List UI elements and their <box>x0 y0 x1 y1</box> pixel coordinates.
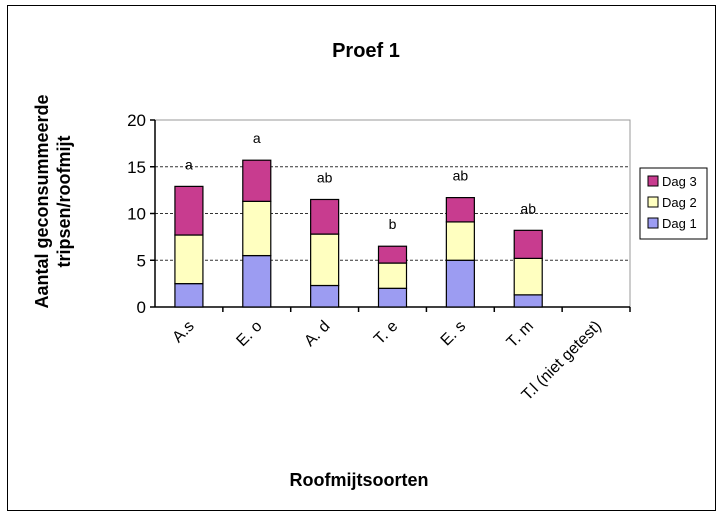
significance-label: a <box>185 156 193 172</box>
y-axis-label-line: tripsen/roofmijt <box>54 135 74 267</box>
y-axis-label: Aantal geconsummeerde tripsen/roofmijt <box>32 94 74 308</box>
bar-segment-dag-2 <box>513 257 543 296</box>
bar-segment-dag-3 <box>310 198 340 235</box>
x-tick-label: E. o <box>233 318 265 350</box>
legend-swatch <box>647 175 659 187</box>
x-tick-label: T. e <box>371 318 401 348</box>
chart-frame: Proef 1 Aantal geconsummeerde tripsen/roo… <box>7 5 716 511</box>
legend-swatch <box>647 217 659 229</box>
bar-segment-dag-2 <box>174 234 204 285</box>
plot-area: 0 5 10 15 20 a A.s a E. o ab A. d b T. e ab E. s ab T. m… <box>127 111 631 404</box>
stacked-bar-chart: Proef 1 Aantal geconsummeerde tripsen/roo… <box>32 40 708 490</box>
bar-segment-dag-3 <box>242 159 272 202</box>
significance-label: ab <box>317 169 333 185</box>
bar-segment-dag-3 <box>513 229 543 259</box>
chart-title: Proef 1 <box>332 40 400 62</box>
bar-segment-dag-3 <box>377 245 408 264</box>
y-tick-label: 10 <box>127 205 146 224</box>
y-axis-label-line: Aantal geconsummeerde <box>32 94 52 308</box>
x-tick-label: A.s <box>169 318 197 346</box>
bar-segment-dag-2 <box>377 262 408 289</box>
legend-label: Dag 1 <box>662 216 697 231</box>
bar-segment-dag-1 <box>513 294 543 308</box>
bar-segment-dag-2 <box>310 233 340 287</box>
bar-segment-dag-1 <box>242 254 272 308</box>
bar-segment-dag-3 <box>174 185 204 236</box>
bar-segment-dag-2 <box>242 200 272 257</box>
significance-label: ab <box>520 200 536 216</box>
bar-segment-dag-1 <box>310 284 340 308</box>
legend-swatch <box>647 196 659 208</box>
significance-label: a <box>253 130 261 146</box>
x-tick-label: T. m <box>504 318 537 351</box>
y-tick-label: 20 <box>127 111 146 130</box>
bar-segment-dag-1 <box>445 259 475 308</box>
x-tick-label: A. d <box>301 318 333 350</box>
y-tick-label: 0 <box>137 298 146 317</box>
bar-segment-dag-1 <box>377 287 408 308</box>
legend-label: Dag 2 <box>662 195 697 210</box>
significance-label: b <box>389 216 397 232</box>
bar-segment-dag-2 <box>445 221 475 261</box>
x-tick-label: E. s <box>438 318 470 350</box>
significance-label: ab <box>453 168 469 184</box>
x-axis-label: Roofmijtsoorten <box>290 470 429 490</box>
legend-label: Dag 3 <box>662 174 697 189</box>
y-tick-label: 15 <box>127 158 146 177</box>
bar-segment-dag-1 <box>174 283 204 308</box>
y-tick-label: 5 <box>137 251 146 270</box>
legend: Dag 3 Dag 2 Dag 1 <box>639 167 708 240</box>
bar-segment-dag-3 <box>445 197 475 223</box>
